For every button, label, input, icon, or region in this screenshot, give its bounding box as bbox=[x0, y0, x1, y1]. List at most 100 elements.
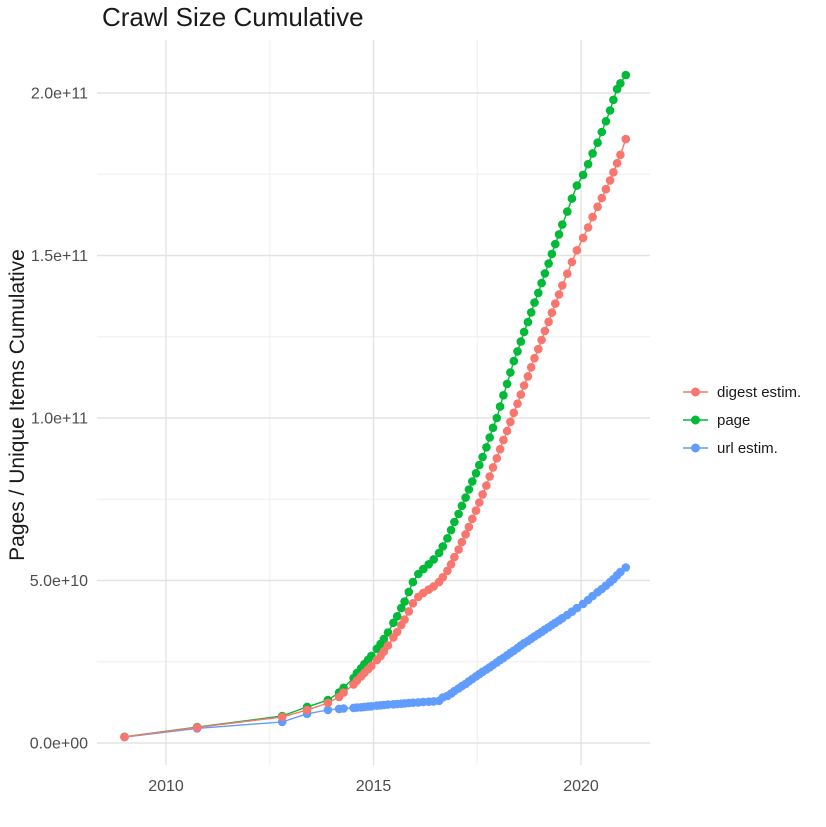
data-point bbox=[392, 612, 402, 621]
data-point bbox=[434, 548, 444, 558]
data-point bbox=[547, 308, 557, 318]
data-point bbox=[492, 454, 502, 463]
series-layer bbox=[120, 70, 631, 742]
data-point bbox=[485, 433, 495, 442]
data-point bbox=[534, 344, 543, 354]
data-point bbox=[554, 290, 564, 299]
data-point bbox=[526, 308, 536, 317]
data-point bbox=[540, 269, 550, 278]
data-point bbox=[597, 127, 607, 137]
data-point bbox=[499, 391, 508, 400]
series-url-estim- bbox=[120, 563, 631, 742]
data-point bbox=[488, 423, 498, 433]
data-point bbox=[475, 498, 484, 507]
data-point bbox=[468, 477, 477, 486]
data-point bbox=[567, 257, 577, 267]
data-point bbox=[389, 618, 398, 628]
data-point bbox=[506, 417, 515, 427]
legend-item: digest estim. bbox=[683, 384, 801, 401]
data-point bbox=[457, 501, 467, 511]
data-point bbox=[339, 688, 348, 697]
data-point bbox=[379, 634, 389, 644]
y-tick-label: 1.5e+11 bbox=[31, 248, 88, 265]
data-point bbox=[506, 368, 515, 377]
data-point bbox=[277, 712, 287, 722]
data-point bbox=[397, 603, 406, 613]
data-point bbox=[609, 95, 618, 105]
data-point bbox=[446, 560, 456, 569]
data-point bbox=[492, 413, 502, 423]
data-point bbox=[605, 176, 615, 185]
data-point bbox=[471, 506, 481, 515]
y-tick-label: 0.0e+00 bbox=[30, 736, 88, 753]
data-point bbox=[454, 509, 463, 519]
data-point bbox=[454, 545, 463, 554]
legend-label: digest estim. bbox=[717, 384, 801, 401]
data-point bbox=[404, 587, 414, 597]
x-axis-tick-labels: 2010 2015 2020 bbox=[148, 778, 599, 795]
grid bbox=[97, 40, 650, 765]
data-point bbox=[616, 79, 625, 88]
data-point bbox=[601, 184, 611, 194]
data-point bbox=[488, 463, 498, 472]
data-point bbox=[534, 288, 543, 298]
data-point bbox=[464, 522, 474, 532]
data-point bbox=[408, 599, 418, 608]
y-axis-tick-labels: 0.0e+00 5.0e+10 1.0e+11 1.5e+11 2.0e+11 bbox=[30, 86, 88, 753]
x-tick-label: 2010 bbox=[148, 778, 184, 795]
data-point bbox=[438, 573, 448, 582]
data-point bbox=[475, 460, 484, 470]
data-point bbox=[616, 150, 625, 160]
y-tick-label: 5.0e+10 bbox=[30, 573, 88, 590]
data-point bbox=[478, 452, 487, 462]
y-tick-label: 1.0e+11 bbox=[31, 411, 88, 428]
data-point bbox=[563, 269, 572, 279]
data-point bbox=[513, 347, 522, 356]
data-point bbox=[323, 705, 333, 715]
data-point bbox=[567, 194, 577, 203]
data-point bbox=[621, 70, 631, 80]
data-point bbox=[446, 525, 456, 535]
data-point bbox=[540, 326, 550, 336]
data-point bbox=[482, 443, 491, 452]
data-point bbox=[302, 705, 312, 715]
legend-item: url estim. bbox=[683, 440, 778, 457]
data-point bbox=[530, 353, 539, 363]
data-point bbox=[192, 723, 202, 732]
data-point bbox=[544, 259, 553, 268]
data-point bbox=[621, 563, 631, 572]
data-point bbox=[551, 299, 560, 308]
data-point bbox=[464, 485, 474, 494]
data-point bbox=[601, 117, 611, 126]
data-point bbox=[120, 732, 129, 742]
data-point bbox=[572, 181, 582, 190]
data-point bbox=[461, 493, 470, 502]
series-page bbox=[120, 70, 631, 742]
data-point bbox=[593, 138, 602, 147]
series-digest-estim- bbox=[120, 134, 631, 742]
data-point bbox=[523, 372, 533, 381]
data-point bbox=[471, 469, 481, 478]
data-point bbox=[502, 426, 512, 436]
data-point bbox=[400, 615, 409, 624]
data-point bbox=[478, 490, 487, 499]
data-point bbox=[450, 517, 459, 527]
data-point bbox=[578, 233, 588, 243]
data-point bbox=[605, 106, 615, 115]
data-point bbox=[339, 704, 348, 713]
data-point bbox=[429, 555, 439, 564]
legend-label: url estim. bbox=[717, 440, 778, 457]
data-point bbox=[588, 212, 597, 222]
data-point bbox=[612, 158, 622, 168]
data-point bbox=[457, 537, 467, 547]
legend-label: page bbox=[717, 412, 750, 429]
data-point bbox=[530, 298, 539, 307]
data-point bbox=[588, 149, 597, 158]
data-point bbox=[547, 249, 557, 259]
legend: digest estim. page url estim. bbox=[683, 384, 801, 457]
data-point bbox=[526, 363, 536, 372]
data-point bbox=[367, 661, 376, 671]
data-point bbox=[554, 230, 564, 239]
data-point bbox=[461, 530, 470, 539]
